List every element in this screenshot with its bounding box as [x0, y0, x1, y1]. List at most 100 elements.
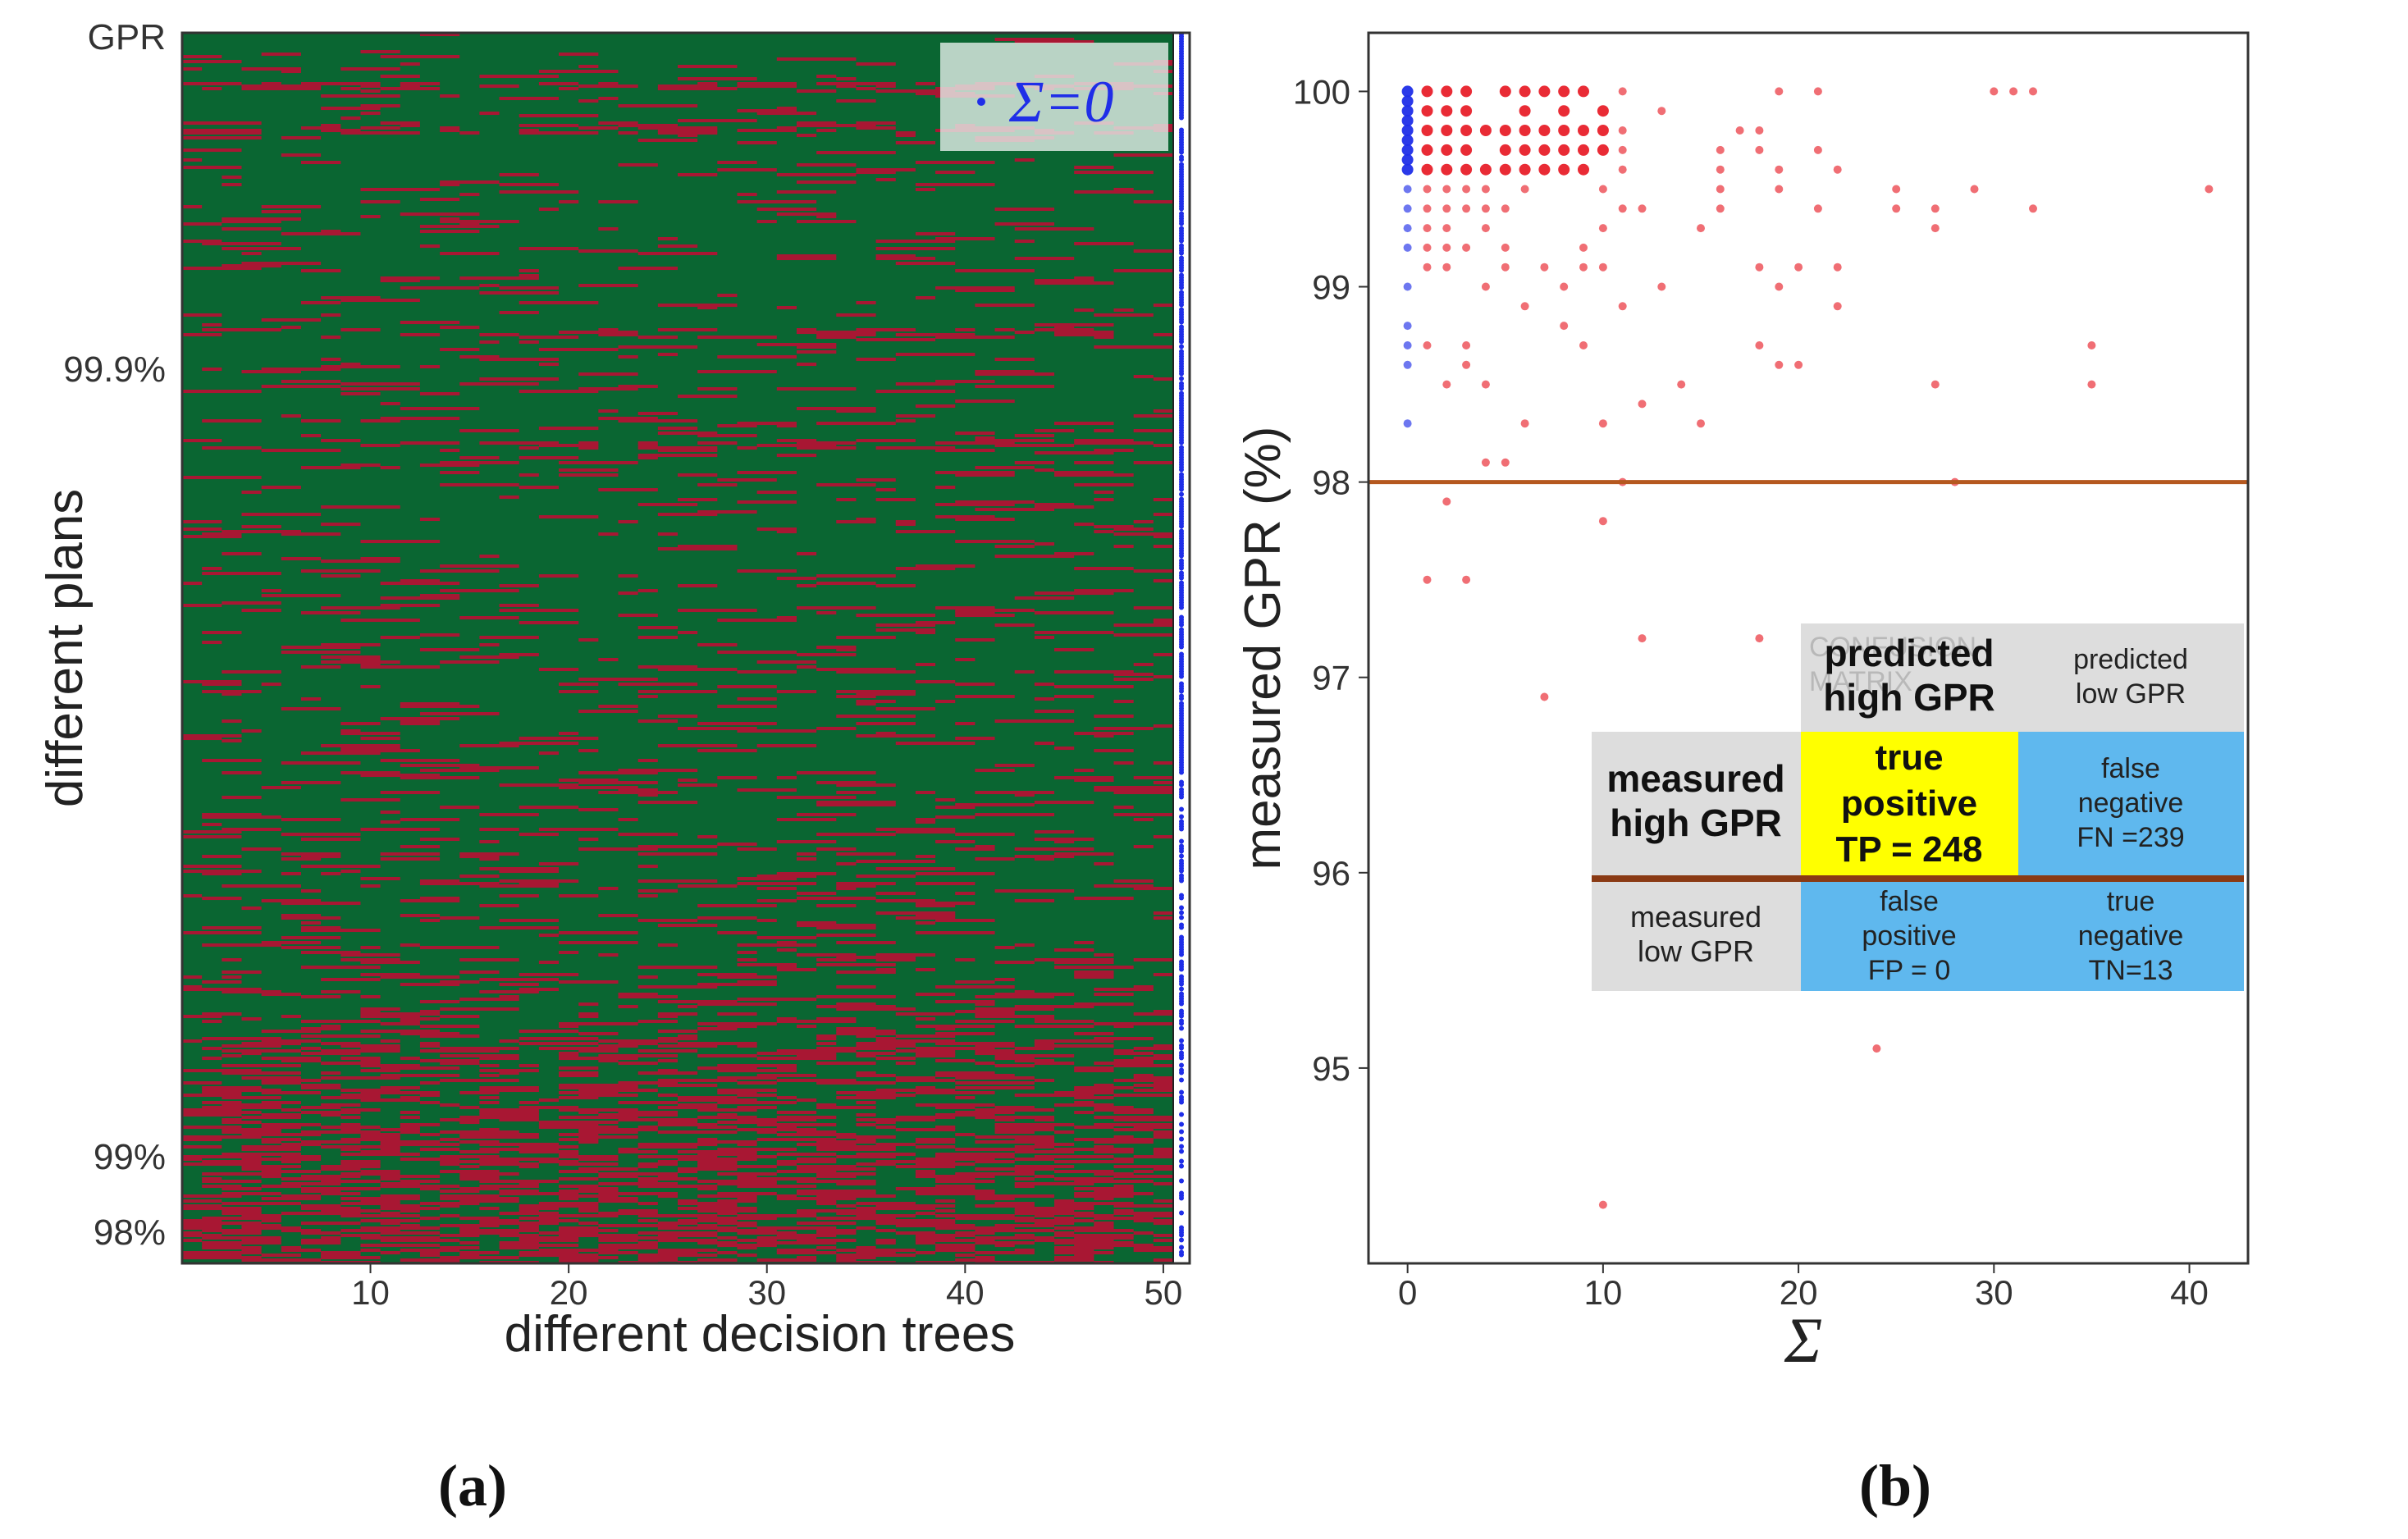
- heatmap-low-cell: [1054, 473, 1134, 477]
- heatmap-low-cell: [1074, 589, 1134, 593]
- heatmap-low-cell: [241, 1167, 281, 1171]
- heatmap-low-cell: [182, 60, 242, 64]
- heatmap-low-cell: [340, 116, 361, 121]
- heatmap-low-cell: [182, 894, 203, 898]
- heatmap-low-cell: [697, 1140, 757, 1144]
- heatmap-low-cell: [241, 1249, 262, 1253]
- heatmap-low-cell: [559, 1084, 638, 1088]
- scatter-point-sigma-zero: [1401, 115, 1414, 127]
- heatmap-low-cell: [856, 1123, 876, 1127]
- heatmap-low-cell: [202, 1229, 262, 1233]
- heatmap-low-cell: [856, 87, 876, 91]
- heatmap-low-cell: [994, 1128, 1055, 1132]
- heatmap-low-cell: [856, 478, 896, 482]
- heatmap-low-cell: [360, 112, 381, 116]
- heatmap-low-cell: [836, 409, 876, 413]
- heatmap-low-cell: [1094, 525, 1134, 529]
- heatmap-low-cell: [836, 1030, 896, 1034]
- heatmap-low-cell: [182, 136, 262, 140]
- heatmap-low-cell: [895, 1034, 956, 1039]
- scatter-point-sigma-zero: [1403, 243, 1412, 252]
- heatmap-low-cell: [598, 1212, 658, 1216]
- heatmap-low-cell: [479, 1180, 560, 1184]
- heatmap-low-cell: [1113, 623, 1173, 628]
- heatmap-low-cell: [519, 114, 599, 118]
- cm-title-line1: CONFUSION: [1809, 632, 1976, 663]
- heatmap-low-cell: [657, 1094, 678, 1098]
- heatmap-low-cell: [479, 1111, 539, 1115]
- heatmap-low-cell: [559, 1197, 579, 1201]
- sigma-zero-dot: [1179, 1045, 1184, 1051]
- heatmap-low-cell: [1014, 240, 1035, 244]
- heatmap-low-cell: [519, 131, 599, 135]
- heatmap-low-cell: [459, 958, 519, 962]
- heatmap-low-cell: [479, 1207, 500, 1211]
- heatmap-low-cell: [300, 419, 341, 423]
- heatmap-low-cell: [578, 1002, 599, 1007]
- heatmap-low-cell: [321, 1126, 381, 1130]
- heatmap-low-cell: [202, 242, 281, 246]
- sigma-zero-dot: [1179, 206, 1184, 212]
- heatmap-low-cell: [717, 975, 777, 980]
- heatmap-low-cell: [538, 1121, 619, 1125]
- heatmap-low-cell: [697, 1066, 757, 1071]
- heatmap-low-cell: [519, 269, 539, 273]
- heatmap-low-cell: [380, 1074, 460, 1078]
- heatmap-low-cell: [182, 1239, 203, 1243]
- heatmap-low-cell: [202, 87, 222, 91]
- heatmap-low-cell: [1153, 377, 1173, 381]
- heatmap-low-cell: [1054, 1170, 1114, 1174]
- heatmap-low-cell: [261, 1140, 281, 1144]
- heatmap-low-cell: [182, 988, 262, 992]
- heatmap-low-cell: [241, 491, 262, 495]
- heatmap-low-cell: [598, 1244, 658, 1248]
- heatmap-low-cell: [1113, 153, 1173, 158]
- heatmap-low-cell: [340, 1148, 361, 1152]
- heatmap-low-cell: [202, 1091, 242, 1095]
- heatmap-low-cell: [856, 1251, 896, 1255]
- heatmap-low-cell: [776, 577, 817, 581]
- heatmap-low-cell: [321, 505, 400, 509]
- heatmap-low-cell: [737, 129, 797, 133]
- scatter-point: [1441, 105, 1453, 117]
- heatmap-low-cell: [340, 1160, 381, 1164]
- scatter-point: [1479, 163, 1492, 176]
- heatmap-low-cell: [340, 1108, 381, 1112]
- heatmap-low-cell: [1094, 1140, 1154, 1144]
- heatmap-low-cell: [955, 833, 1015, 837]
- heatmap-low-cell: [776, 1126, 797, 1130]
- heatmap-low-cell: [816, 1081, 896, 1085]
- heatmap-low-cell: [895, 567, 956, 571]
- heatmap-low-cell: [717, 294, 738, 298]
- heatmap-low-cell: [1054, 1251, 1114, 1255]
- heatmap-low-cell: [1133, 958, 1173, 962]
- heatmap-low-cell: [440, 916, 480, 920]
- heatmap-low-cell: [360, 200, 400, 204]
- heatmap-low-cell: [1014, 1005, 1094, 1009]
- heatmap-low-cell: [321, 365, 400, 369]
- heatmap-low-cell: [975, 1140, 1055, 1144]
- heatmap-low-cell: [1074, 1089, 1114, 1093]
- heatmap-low-cell: [618, 131, 638, 135]
- heatmap-low-cell: [1133, 1089, 1173, 1093]
- scatter-point: [1657, 107, 1666, 116]
- heatmap-low-cell: [459, 852, 519, 856]
- sigma-zero-dot: [1179, 371, 1184, 377]
- heatmap-low-cell: [400, 286, 480, 290]
- heatmap-low-cell: [796, 1130, 837, 1135]
- heatmap-low-cell: [1094, 491, 1114, 495]
- cm-fp-line3: FP = 0: [1868, 955, 1951, 986]
- heatmap-low-cell: [340, 1153, 420, 1157]
- heatmap-low-cell: [419, 1101, 441, 1105]
- heatmap-low-cell: [440, 471, 480, 475]
- heatmap-low-cell: [559, 1256, 619, 1260]
- heatmap-low-cell: [637, 852, 718, 856]
- heatmap-low-cell: [479, 926, 560, 930]
- heatmap-low-cell: [856, 518, 876, 522]
- heatmap-low-cell: [400, 1057, 420, 1061]
- heatmap-low-cell: [519, 882, 560, 886]
- heatmap-low-cell: [816, 1042, 837, 1046]
- heatmap-low-cell: [816, 422, 896, 426]
- heatmap-low-cell: [836, 695, 876, 699]
- sigma-zero-dot: [1179, 1232, 1184, 1238]
